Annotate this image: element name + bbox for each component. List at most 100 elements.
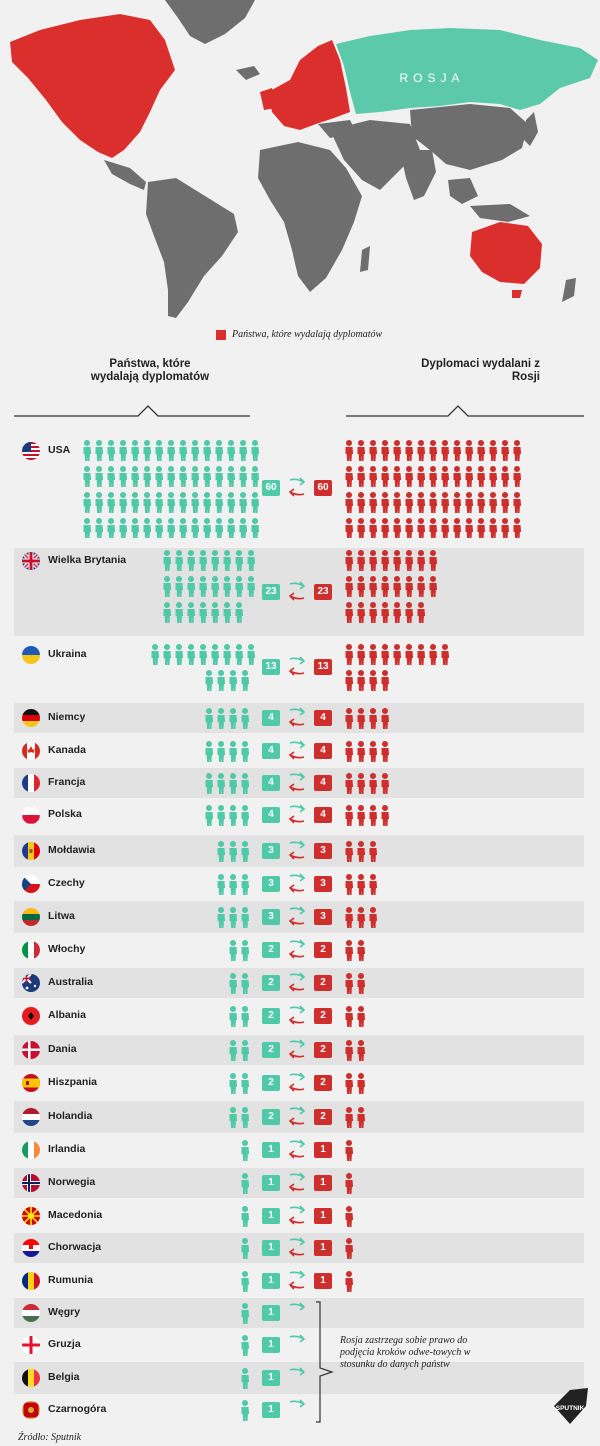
- exchange-arrows-icon: [288, 1039, 306, 1059]
- country-row: Mołdawia 3 3: [14, 835, 584, 867]
- diplomat-icon-expelled: [235, 576, 244, 597]
- country-name: Irlandia: [48, 1143, 86, 1155]
- map-russia: [336, 28, 598, 114]
- diplomat-icon-expelled: [241, 1335, 250, 1356]
- diplomat-icon-expelled: [211, 602, 220, 623]
- diplomat-icon-expelled: [211, 576, 220, 597]
- response-count-badge: 1: [314, 1142, 332, 1158]
- diplomat-icon-expelled: [155, 440, 164, 461]
- diplomat-icon-response: [501, 466, 510, 487]
- response-pictogram: [345, 644, 450, 691]
- diplomat-icon-response: [345, 773, 354, 794]
- exchange-arrows-icon: [288, 477, 306, 497]
- diplomat-icon-expelled: [211, 644, 220, 665]
- country-row: Chorwacja 1 1: [14, 1233, 584, 1263]
- diplomat-icon-response: [393, 576, 402, 597]
- diplomat-icon-response: [369, 576, 378, 597]
- diplomat-icon-response: [345, 550, 354, 571]
- diplomat-icon-expelled: [199, 602, 208, 623]
- legend-swatch: [216, 329, 226, 340]
- expelled-count-badge: 3: [262, 909, 280, 925]
- diplomat-icon-expelled: [235, 602, 244, 623]
- expelled-count-badge: 4: [262, 743, 280, 759]
- expelled-count-badge: 2: [262, 942, 280, 958]
- country-name: Australia: [48, 976, 93, 988]
- diplomat-icon-expelled: [179, 492, 188, 513]
- country-name: Czarnogóra: [48, 1403, 107, 1415]
- diplomat-icon-response: [381, 708, 390, 729]
- diplomat-icon-expelled: [163, 576, 172, 597]
- france-flag-icon: [22, 774, 40, 792]
- diplomat-icon-response: [345, 1271, 354, 1292]
- diplomat-icon-expelled: [241, 874, 250, 895]
- response-count-badge: 1: [314, 1175, 332, 1191]
- diplomat-icon-response: [345, 973, 354, 994]
- diplomat-icon-expelled: [179, 440, 188, 461]
- expelled-count-badge: 1: [262, 1337, 280, 1353]
- expelled-count-badge: 1: [262, 1273, 280, 1289]
- diplomat-icon-response: [465, 466, 474, 487]
- country-row: Ukraina 13 13: [14, 642, 584, 700]
- diplomat-icon-response: [357, 741, 366, 762]
- header-right: Dyplomaci wydalani z Rosji: [421, 358, 540, 383]
- diplomat-icon-expelled: [215, 440, 224, 461]
- diplomat-icon-expelled: [83, 492, 92, 513]
- diplomat-icon-response: [345, 741, 354, 762]
- response-count-badge: 4: [314, 710, 332, 726]
- diplomat-icon-expelled: [187, 602, 196, 623]
- exchange-arrows-icon: [288, 1205, 306, 1225]
- diplomat-icon-expelled: [203, 466, 212, 487]
- exchange-arrows-icon: [288, 740, 306, 760]
- diplomat-icon-response: [417, 518, 426, 538]
- exchange-arrows-icon: [288, 804, 306, 824]
- country-row: Hiszpania 2 2: [14, 1068, 584, 1098]
- diplomat-icon-expelled: [241, 1368, 250, 1389]
- diplomat-icon-expelled: [143, 518, 152, 538]
- response-pictogram: [345, 973, 366, 994]
- diplomat-icon-expelled: [241, 1206, 250, 1227]
- czech-flag-icon: [22, 875, 40, 893]
- ukraine-flag-icon: [22, 646, 40, 664]
- diplomat-icon-response: [369, 670, 378, 691]
- country-name: Chorwacja: [48, 1241, 102, 1253]
- diplomat-icon-expelled: [167, 440, 176, 461]
- exchange-arrows-icon: [288, 906, 306, 926]
- response-pictogram: [345, 1140, 354, 1161]
- country-row: Gruzja 1: [14, 1330, 584, 1360]
- diplomat-icon-response: [405, 602, 414, 623]
- diplomat-icon-expelled: [143, 440, 152, 461]
- albania-flag-icon: [22, 1007, 40, 1025]
- diplomat-icon-expelled: [241, 1271, 250, 1292]
- expelled-pictogram: [229, 1006, 250, 1027]
- diplomat-icon-expelled: [205, 708, 214, 729]
- diplomat-icon-expelled: [155, 518, 164, 538]
- diplomat-icon-expelled: [241, 907, 250, 928]
- diplomat-icon-expelled: [239, 440, 248, 461]
- diplomat-icon-expelled: [187, 576, 196, 597]
- diplomat-icon-response: [345, 1107, 354, 1128]
- diplomat-icon-response: [429, 466, 438, 487]
- diplomat-icon-response: [369, 708, 378, 729]
- georgia-flag-icon: [22, 1336, 40, 1354]
- diplomat-icon-expelled: [191, 466, 200, 487]
- expelled-pictogram: [229, 1073, 250, 1094]
- diplomat-icon-response: [477, 518, 486, 538]
- diplomat-icon-response: [369, 805, 378, 826]
- exchange-arrows-icon: [288, 707, 306, 727]
- diplomat-icon-response: [381, 492, 390, 513]
- response-pictogram: [345, 550, 438, 623]
- diplomat-icon-expelled: [119, 492, 128, 513]
- diplomat-icon-response: [357, 708, 366, 729]
- source-label: Źródło: Sputnik: [18, 1432, 82, 1443]
- response-pictogram: [345, 440, 522, 538]
- diplomat-icon-response: [453, 492, 462, 513]
- response-pictogram: [345, 773, 390, 794]
- diplomat-icon-response: [369, 550, 378, 571]
- country-row: Norwegia 1 1: [14, 1168, 584, 1198]
- diplomat-icon-response: [357, 1107, 366, 1128]
- expelled-count-badge: 1: [262, 1175, 280, 1191]
- diplomat-icon-expelled: [131, 466, 140, 487]
- country-name: Holandia: [48, 1110, 93, 1122]
- country-row: Francja 4 4: [14, 768, 584, 798]
- diplomat-icon-response: [405, 576, 414, 597]
